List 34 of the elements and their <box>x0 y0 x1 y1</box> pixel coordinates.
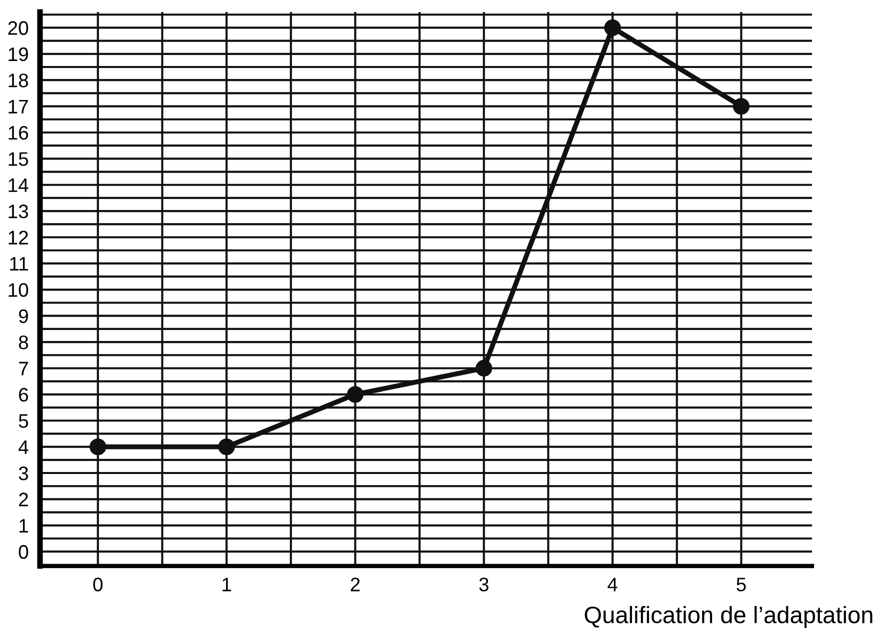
y-tick-label: 15 <box>8 152 28 166</box>
x-tick-label: 2 <box>350 578 360 592</box>
y-tick-label: 6 <box>19 388 28 402</box>
y-tick-label: 16 <box>8 126 28 140</box>
y-tick-label: 0 <box>18 545 28 559</box>
y-tick-label: 11 <box>10 257 28 271</box>
y-tick-label: 19 <box>8 47 28 62</box>
y-tick-label: 18 <box>8 74 28 88</box>
y-tick-label: 2 <box>19 492 28 506</box>
point <box>732 98 750 115</box>
point <box>346 386 364 403</box>
y-tick-label: 9 <box>18 309 28 324</box>
y-tick-label: 12 <box>8 230 28 244</box>
x-tick-label: 1 <box>222 578 232 592</box>
y-tick-label: 7 <box>19 362 28 376</box>
x-tick-label: 3 <box>479 578 488 592</box>
y-tick-label: 14 <box>8 178 28 192</box>
point <box>476 360 492 377</box>
x-tick-label: 5 <box>736 578 746 592</box>
x-tick-label: 0 <box>93 578 103 592</box>
point <box>604 19 621 36</box>
x-tick-label: 4 <box>608 578 618 592</box>
y-tick-label: 3 <box>18 466 28 480</box>
y-tick-label: 10 <box>8 283 28 297</box>
x-axis-title: Qualification de l’adaptation <box>584 606 872 628</box>
y-tick-label: 17 <box>8 100 28 114</box>
y-tick-label: 1 <box>20 519 28 532</box>
y-tick-label: 13 <box>8 204 28 218</box>
y-tick-label: 4 <box>18 440 28 454</box>
point <box>218 438 235 456</box>
point <box>90 438 106 456</box>
y-tick-label: 8 <box>18 336 28 350</box>
y-tick-label: 20 <box>8 21 28 35</box>
y-tick-label: 5 <box>18 414 28 428</box>
